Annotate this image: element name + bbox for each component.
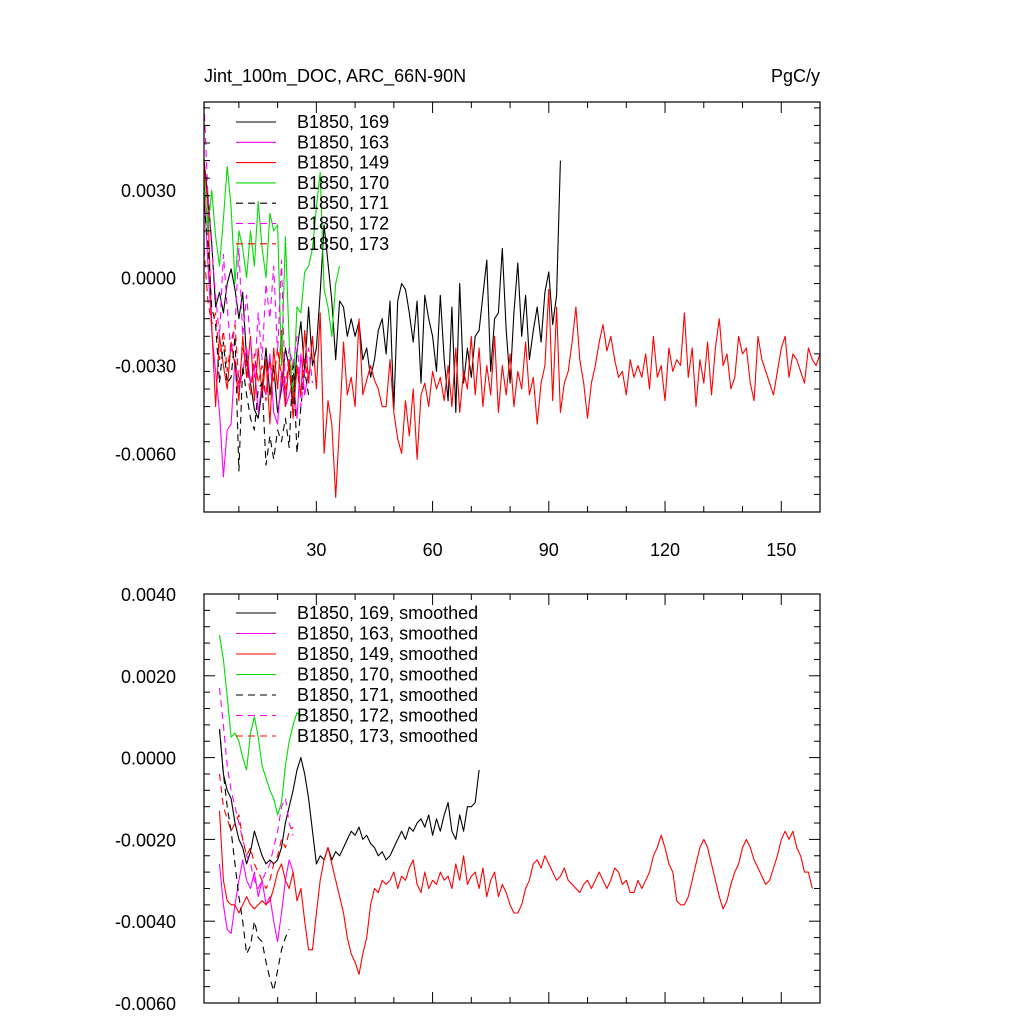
series-line-4 xyxy=(204,204,310,472)
legend-label: B1850, 171 xyxy=(297,193,389,213)
y-tick-label: 0.0000 xyxy=(121,269,176,289)
x-tick-label: 150 xyxy=(766,540,796,560)
legend-label: B1850, 163 xyxy=(297,132,389,152)
y-tick-label: 0.0040 xyxy=(121,585,176,605)
x-tick-label: 90 xyxy=(539,540,559,560)
series-line-6 xyxy=(204,248,310,402)
x-tick-label: 60 xyxy=(423,540,443,560)
legend-label: B1850, 170, smoothed xyxy=(297,665,478,685)
x-axis: 30 60 90 120 150 xyxy=(238,102,796,560)
plot-frame xyxy=(203,593,821,1004)
series-line-3 xyxy=(204,165,341,396)
x-axis xyxy=(238,594,782,1003)
y-tick-label: 0.0030 xyxy=(121,181,176,201)
y-tick-label: 0.0020 xyxy=(121,667,176,687)
y-axis: 0.0030 0.0000 -0.0030 -0.0060 xyxy=(115,107,820,513)
x-tick-label: 120 xyxy=(650,540,680,560)
series-lines xyxy=(218,634,813,992)
legend-label: B1850, 149, smoothed xyxy=(297,644,478,664)
series-line-5 xyxy=(218,688,294,890)
series-line-3 xyxy=(218,634,302,816)
y-axis: 0.0040 0.0020 0.0000 -0.0020 -0.0040 -0.0060 xyxy=(115,585,820,1014)
series-line-2 xyxy=(218,810,813,975)
series-line-1 xyxy=(218,859,294,943)
y-tick-label: -0.0060 xyxy=(115,994,176,1014)
x-tick-label: 30 xyxy=(306,540,326,560)
legend-label: B1850, 163, smoothed xyxy=(297,624,478,644)
series-line-6 xyxy=(218,773,294,890)
series-line-4 xyxy=(218,728,290,992)
plot-frame xyxy=(203,101,821,513)
legend-label: B1850, 172, smoothed xyxy=(297,706,478,726)
y-tick-label: -0.0060 xyxy=(115,444,176,464)
bottom-panel: 0.0040 0.0020 0.0000 -0.0020 -0.0040 -0.0060 B… xyxy=(115,585,821,1014)
legend-label: B1850, 149 xyxy=(297,153,389,173)
y-tick-label: -0.0030 xyxy=(115,357,176,377)
y-tick-label: -0.0020 xyxy=(115,830,176,850)
legend-label: B1850, 172 xyxy=(297,214,389,234)
legend-label: B1850, 169, smoothed xyxy=(297,603,478,623)
legend-label: B1850, 170 xyxy=(297,173,389,193)
chart-title: Jint_100m_DOC, ARC_66N-90N xyxy=(204,66,466,87)
y-tick-label: 0.0000 xyxy=(121,749,176,769)
series-lines xyxy=(204,102,820,498)
top-panel: Jint_100m_DOC, ARC_66N-90N PgC/y 30 60 90 120… xyxy=(115,66,821,560)
y-tick-label: -0.0040 xyxy=(115,912,176,932)
series-line-0 xyxy=(218,728,480,865)
series-line-5 xyxy=(204,102,314,408)
legend-label: B1850, 169 xyxy=(297,112,389,132)
legend-label: B1850, 173, smoothed xyxy=(297,726,478,746)
legend-label: B1850, 171, smoothed xyxy=(297,685,478,705)
legend-label: B1850, 173 xyxy=(297,234,389,254)
units-label: PgC/y xyxy=(771,66,820,86)
